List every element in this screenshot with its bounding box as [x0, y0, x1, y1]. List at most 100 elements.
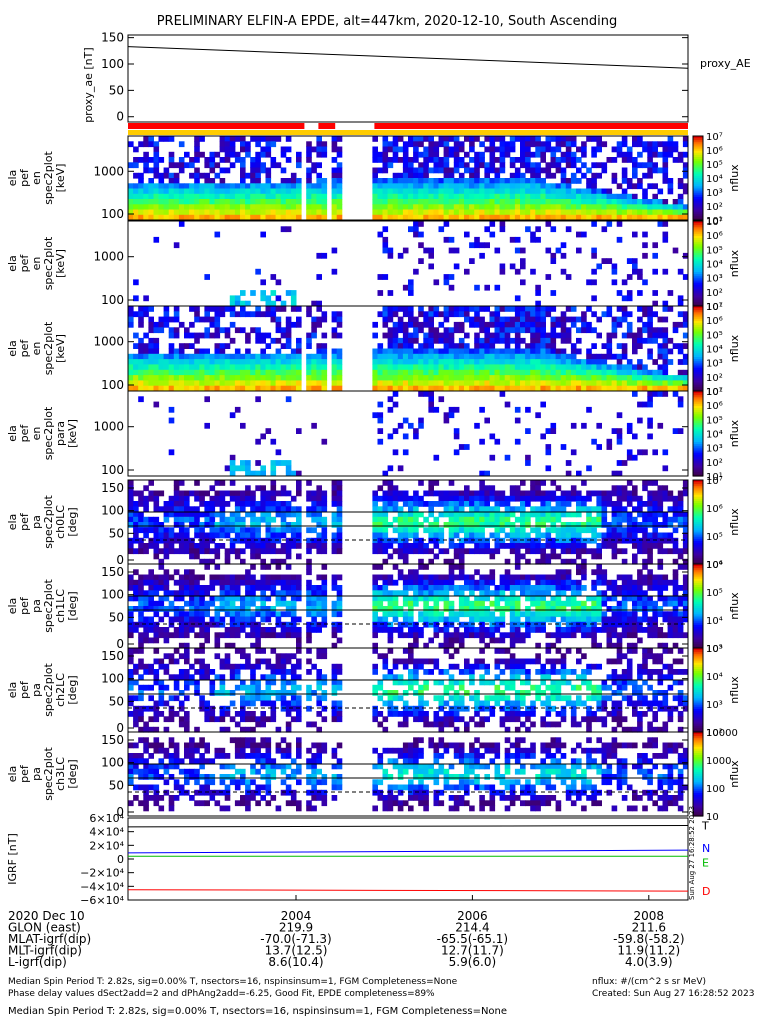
perp-energy-cell [627, 258, 633, 264]
perp-energy-cell [551, 290, 557, 296]
pa-ch0-cell [520, 517, 526, 523]
para-energy-cell [250, 327, 256, 333]
pa-ch0-cell [428, 506, 434, 512]
pa-ch0-cell [596, 543, 602, 549]
pa-ch0-cell [540, 548, 546, 554]
para-energy-cell [505, 349, 511, 355]
pa-ch1-cell [199, 575, 205, 581]
pa-ch0-cell [612, 543, 618, 549]
perp-energy-cell [449, 237, 455, 243]
para-energy-cell [551, 359, 557, 365]
para-energy-cell [454, 375, 460, 381]
para-energy-cell [673, 343, 679, 349]
para-energy-cell [439, 370, 445, 376]
pa-ch0-cell [255, 501, 261, 507]
pa-ch0-cell [194, 543, 200, 549]
pa-ch1-cell [169, 606, 175, 612]
omni-energy-cell [444, 183, 450, 189]
para-energy-cell [642, 322, 648, 328]
omni-energy-cell [383, 183, 389, 189]
para-energy-cell [678, 349, 684, 355]
para-energy-cell [210, 375, 216, 381]
pa-ch0-cell [179, 496, 185, 502]
pa-ch0-cell [143, 548, 149, 554]
pa-ch0-cell [164, 538, 170, 544]
omni-energy-cell [612, 194, 618, 200]
para-energy-cell [138, 349, 144, 355]
anti-energy-cell [240, 423, 246, 429]
para-energy-cell [540, 327, 546, 333]
omni-energy-cell [617, 194, 623, 200]
pa-ch1-cell [434, 627, 440, 633]
pa-ch0-cell [230, 538, 236, 544]
pa-ch1-cell [332, 601, 338, 607]
omni-energy-cell [296, 183, 302, 189]
omni-energy-cell [490, 152, 496, 158]
pa-ch0-cell [271, 501, 277, 507]
para-energy-cell [413, 354, 419, 360]
omni-energy-cell [520, 178, 526, 184]
pa-ch0-cell [159, 506, 165, 512]
perp-energy-cell [423, 248, 429, 254]
pa-ch1-cell [194, 580, 200, 586]
para-energy-cell [505, 338, 511, 344]
omni-energy-cell [322, 141, 328, 147]
pa-ch0-cell [271, 543, 277, 549]
para-energy-cell [434, 338, 440, 344]
para-energy-cell [225, 370, 231, 376]
para-energy-cell [459, 322, 465, 328]
pa-ch0-cell [194, 533, 200, 539]
omni-energy-cell [398, 173, 404, 179]
anti-energy-cell [388, 465, 394, 471]
pa-ch0-cell [469, 522, 475, 528]
pa-ch0-cbar-tick: 10⁵ [706, 532, 723, 543]
pa-ch0-cell [454, 533, 460, 539]
para-energy-cell [490, 349, 496, 355]
para-energy-cell [520, 327, 526, 333]
perp-energy-cell [230, 295, 236, 301]
pa-ch0-cell [658, 543, 664, 549]
pa-ch0-cell [571, 533, 577, 539]
omni-energy-cell [586, 183, 592, 189]
omni-energy-cell [576, 210, 582, 216]
pa-ch1-cell [128, 585, 134, 591]
omni-energy-cell [546, 162, 552, 168]
omni-energy-cell [240, 141, 246, 147]
para-energy-cell [586, 354, 592, 360]
pa-ch0-cell [484, 538, 490, 544]
para-energy-cell [423, 359, 429, 365]
omni-energy-cell [245, 189, 251, 195]
pa-ch0-cell [622, 496, 628, 502]
omni-energy-cell [189, 183, 195, 189]
omni-energy-cell [495, 199, 501, 205]
omni-energy-cell [540, 152, 546, 158]
para-energy-cell [479, 359, 485, 365]
omni-energy-cell [220, 189, 226, 195]
omni-energy-cell [306, 168, 312, 174]
perp-energy-cell [260, 279, 266, 285]
para-energy-cell [627, 380, 633, 386]
pa-ch0-cell [596, 533, 602, 539]
para-energy-cell [388, 338, 394, 344]
omni-energy-cell [378, 168, 384, 174]
pa-ch0-cell [240, 533, 246, 539]
omni-energy-cell [663, 199, 669, 205]
omni-energy-cell [535, 152, 541, 158]
para-energy-cell [652, 333, 658, 339]
pa-ch0-cell [449, 517, 455, 523]
pa-ch0-cell [454, 543, 460, 549]
pa-ch0-cell [372, 522, 378, 528]
omni-energy-cell [271, 204, 277, 210]
para-energy-cell [663, 327, 669, 333]
para-energy-cell [647, 327, 653, 333]
omni-energy-cell [159, 210, 165, 216]
para-energy-cell [210, 317, 216, 323]
pa-ch0-cell [281, 527, 287, 533]
pa-ch0-cell [255, 522, 261, 528]
omni-energy-cell [408, 141, 414, 147]
perp-energy-cell [591, 248, 597, 254]
para-energy-cell [250, 359, 256, 365]
para-energy-cell [403, 338, 409, 344]
para-energy-cell [490, 322, 496, 328]
pa-ch0-cell [215, 543, 221, 549]
